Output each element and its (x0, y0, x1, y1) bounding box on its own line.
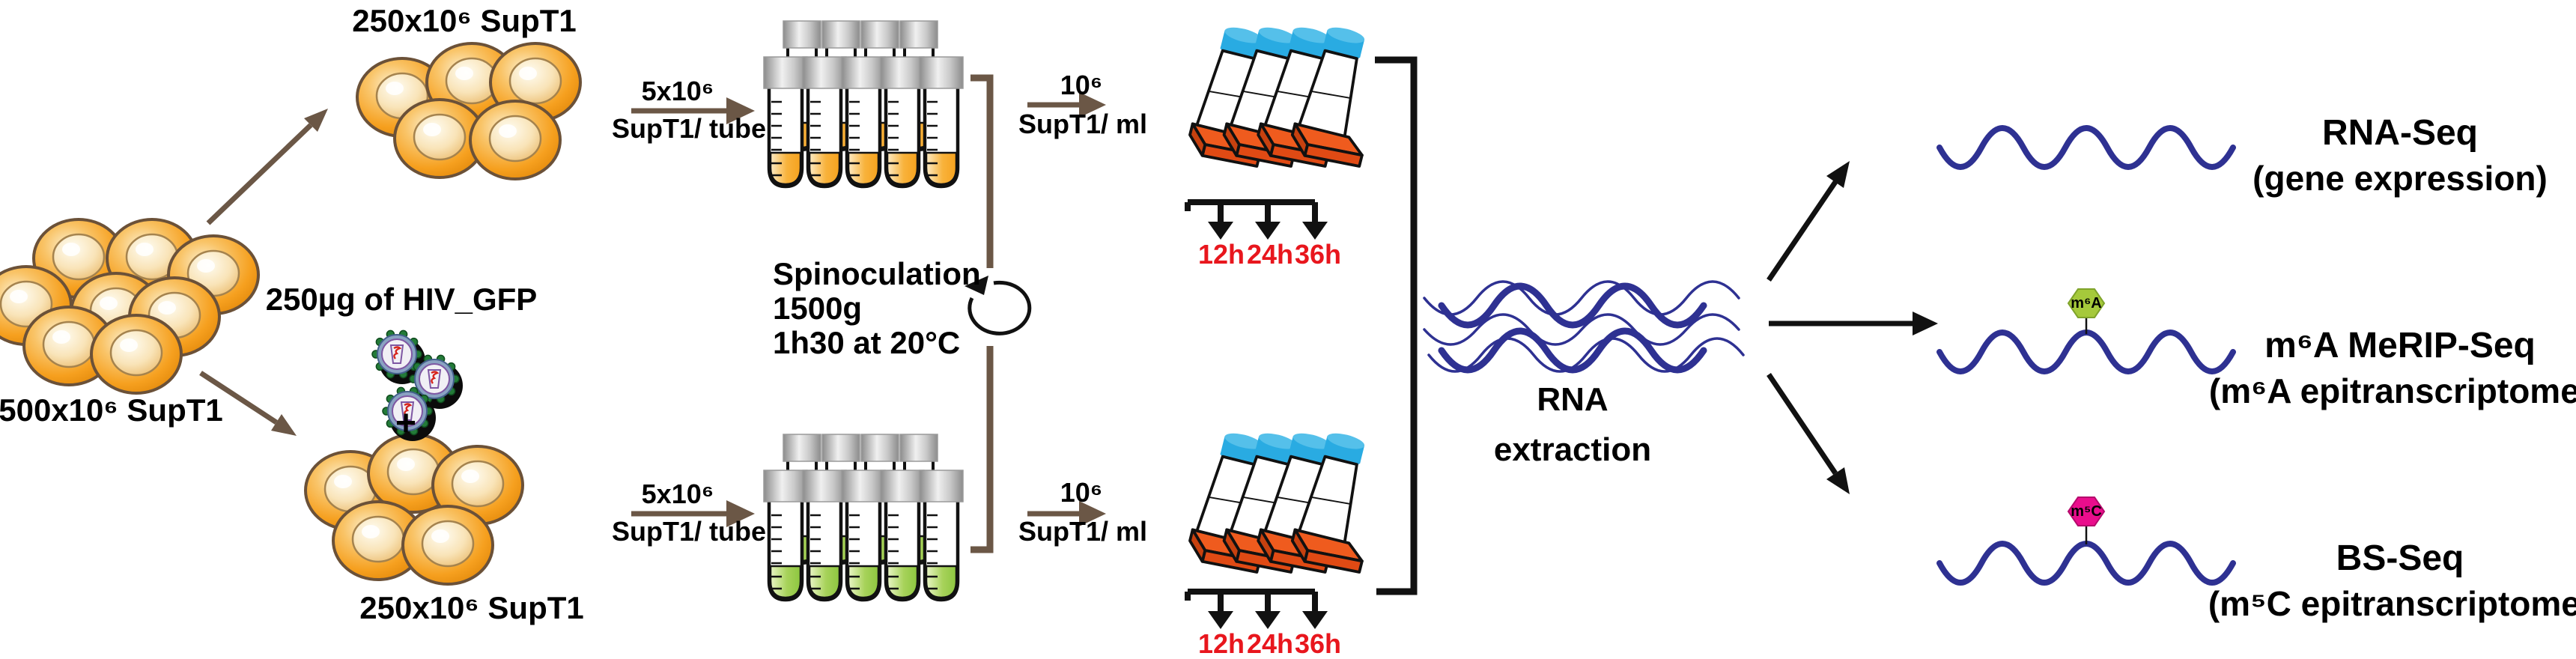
rnaseq-title: RNA-Seq (2321, 113, 2479, 153)
flask-set-infected (1184, 426, 1393, 577)
infected-count-label: 250x10⁶ SupT1 (359, 590, 584, 625)
spin-cycle-arrow-icon (965, 276, 1032, 335)
seed-arrow-top-icon (631, 97, 755, 124)
flask-set-mock (1184, 20, 1393, 171)
infected-cell-cluster (304, 433, 524, 586)
m6a-hexagon-icon (2067, 288, 2106, 318)
bsseq-wave (1936, 496, 2236, 586)
rnaseq-subtitle: (gene expression) (2253, 159, 2548, 198)
collection-bracket (1375, 56, 1418, 595)
timepoint-24h-bottom: 24h (1246, 628, 1294, 659)
mock-cell-cluster (356, 42, 582, 180)
arrow-to-rnaseq-icon (1767, 161, 1850, 282)
timeline-bottom (1185, 589, 1328, 629)
seed-numerator-top: 5x10⁶ (641, 76, 714, 106)
spinoculation-line3: 1h30 at 20°C (773, 325, 961, 360)
timeline-top (1185, 199, 1328, 240)
extraction-line1: RNA (1537, 381, 1609, 418)
timepoint-36h-top: 36h (1294, 239, 1342, 270)
bsseq-title: BS-Seq (2336, 538, 2464, 578)
dilution-denominator-top: SupT1/ ml (1018, 109, 1148, 139)
m5c-hexagon-icon (2067, 496, 2106, 526)
timepoint-24h-top: 24h (1246, 239, 1294, 270)
dilution-arrow-bottom-icon (1027, 501, 1106, 526)
merip-subtitle: (m⁶A epitranscriptome) (2208, 371, 2576, 410)
split-arrow-bottom-icon (199, 371, 297, 436)
tube-rack-infected (764, 433, 963, 600)
tube-rack-mock (764, 19, 963, 186)
dilution-numerator-top: 10⁶ (1060, 70, 1103, 100)
timepoint-12h-bottom: 12h (1197, 628, 1245, 659)
inoculum-label: 250µg of HIV_GFP (265, 282, 538, 317)
m6a-mark-label: m⁶A (2071, 295, 2102, 312)
bsseq-subtitle: (m⁵C epitranscriptome) (2208, 584, 2576, 623)
split-arrow-top-icon (206, 109, 328, 225)
m5c-mark-label: m⁵C (2071, 503, 2102, 520)
seed-numerator-bottom: 5x10⁶ (641, 479, 714, 509)
spinoculation-line1: Spinoculation (773, 256, 981, 291)
source-count-label: 500x10⁶ SupT1 (0, 392, 223, 428)
extraction-line2: extraction (1493, 431, 1652, 468)
source-cell-cluster (0, 218, 260, 395)
seed-arrow-bottom-icon (631, 500, 755, 527)
seed-denominator-bottom: SupT1/ tube (612, 516, 766, 547)
merip-title: m⁶A MeRIP-Seq (2264, 326, 2536, 365)
dilution-denominator-bottom: SupT1/ ml (1018, 516, 1148, 547)
timepoint-12h-top: 12h (1197, 239, 1245, 270)
spinoculation-line2: 1500g (773, 291, 863, 326)
spinoculation-cycle-bracket (970, 74, 994, 553)
dilution-arrow-top-icon (1027, 92, 1106, 118)
hiv-virion-icon (371, 330, 464, 443)
plus-sign: + (395, 404, 417, 443)
seed-denominator-top: SupT1/ tube (612, 113, 766, 144)
dilution-numerator-bottom: 10⁶ (1060, 477, 1103, 508)
merip-wave (1936, 288, 2236, 374)
mock-count-label: 250x10⁶ SupT1 (352, 3, 577, 38)
timepoint-36h-bottom: 36h (1294, 628, 1342, 659)
rnaseq-wave (1936, 125, 2236, 170)
arrow-to-merip-icon (1769, 312, 1938, 335)
arrow-to-bsseq-icon (1767, 373, 1850, 494)
rna-waves (1423, 280, 1745, 374)
